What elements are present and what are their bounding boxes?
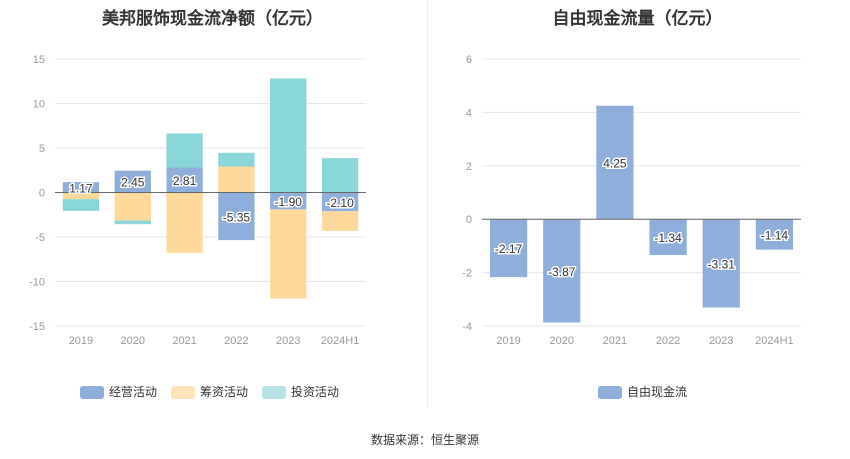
right-chart-title: 自由现金流量（亿元） xyxy=(552,9,723,28)
x-tick-label: 2022 xyxy=(224,335,248,347)
y-tick-label: 5 xyxy=(39,143,45,155)
left-chart-title: 美邦服饰现金流净额（亿元） xyxy=(102,9,323,28)
x-tick-label: 2019 xyxy=(496,335,520,347)
bar-自由现金流 xyxy=(755,219,794,250)
y-tick-label: 15 xyxy=(33,54,45,66)
divider xyxy=(427,0,428,408)
bar-自由现金流 xyxy=(702,219,740,308)
bar-投资活动 xyxy=(166,133,203,168)
bar-筹资活动 xyxy=(166,192,203,253)
data-label: -2.17 xyxy=(495,242,523,256)
x-tick-label: 2020 xyxy=(550,335,574,347)
bar-自由现金流 xyxy=(543,219,581,323)
x-tick-label: 2024H1 xyxy=(321,335,360,347)
x-tick-label: 2019 xyxy=(69,335,93,347)
x-tick-label: 2020 xyxy=(121,335,145,347)
bar-筹资活动 xyxy=(270,209,307,299)
data-label: -1.34 xyxy=(654,231,682,245)
legend-label: 投资活动 xyxy=(291,385,340,399)
y-tick-label: 4 xyxy=(466,107,472,119)
y-tick-label: -10 xyxy=(29,277,45,289)
legend-operating[interactable]: 经营活动 xyxy=(80,383,157,400)
bar-经营活动 xyxy=(321,192,359,212)
right-legend: 自由现金流 xyxy=(598,383,687,400)
data-label: -2.10 xyxy=(326,196,354,210)
legend-label: 筹资活动 xyxy=(200,385,249,399)
legend-investing[interactable]: 投资活动 xyxy=(262,383,339,400)
bar-经营活动 xyxy=(166,167,203,193)
data-label: -1.90 xyxy=(275,195,303,209)
y-tick-label: -5 xyxy=(35,232,45,244)
data-label: 1.17 xyxy=(69,181,93,195)
x-tick-label: 2023 xyxy=(709,335,733,347)
y-tick-label: -2 xyxy=(462,268,472,280)
bar-自由现金流 xyxy=(596,105,634,220)
data-label: -1.14 xyxy=(761,228,789,242)
x-tick-label: 2021 xyxy=(172,335,196,347)
data-label: 2.81 xyxy=(173,174,197,188)
data-label: 4.25 xyxy=(603,156,627,170)
bar-自由现金流 xyxy=(489,219,528,278)
legend-fcf[interactable]: 自由现金流 xyxy=(598,383,687,400)
y-tick-label: 0 xyxy=(39,188,45,200)
bar-经营活动 xyxy=(62,182,100,193)
bar-投资活动 xyxy=(114,220,151,225)
bar-投资活动 xyxy=(62,199,100,211)
bar-筹资活动 xyxy=(218,166,255,193)
bar-经营活动 xyxy=(270,192,307,210)
bar-投资活动 xyxy=(321,158,359,193)
x-tick-label: 2022 xyxy=(656,335,680,347)
bar-筹资活动 xyxy=(321,211,359,231)
bar-投资活动 xyxy=(218,152,255,167)
x-tick-label: 2024H1 xyxy=(755,335,794,347)
legend-label: 自由现金流 xyxy=(627,385,688,399)
y-tick-label: -4 xyxy=(462,321,472,333)
bar-筹资活动 xyxy=(62,192,100,200)
bar-自由现金流 xyxy=(649,219,687,255)
y-tick-label: 2 xyxy=(466,161,472,173)
y-tick-label: 10 xyxy=(33,99,45,111)
bar-投资活动 xyxy=(270,78,307,193)
source-note: 数据来源：恒生聚源 xyxy=(370,433,479,447)
x-tick-label: 2023 xyxy=(276,335,300,347)
left-legend: 经营活动 筹资活动 投资活动 xyxy=(80,383,339,400)
bar-经营活动 xyxy=(218,192,255,241)
bar-经营活动 xyxy=(114,170,151,193)
data-label: -3.31 xyxy=(708,257,736,271)
data-label: -3.87 xyxy=(548,265,576,279)
legend-financing[interactable]: 筹资活动 xyxy=(171,383,248,400)
legend-label: 经营活动 xyxy=(109,385,158,399)
y-tick-label: -15 xyxy=(29,321,45,333)
x-tick-label: 2021 xyxy=(603,335,627,347)
data-label: 2.45 xyxy=(121,176,145,190)
bar-筹资活动 xyxy=(114,192,151,221)
y-tick-label: 0 xyxy=(466,214,472,226)
data-label: -5.35 xyxy=(223,210,251,224)
y-tick-label: 6 xyxy=(466,54,472,66)
